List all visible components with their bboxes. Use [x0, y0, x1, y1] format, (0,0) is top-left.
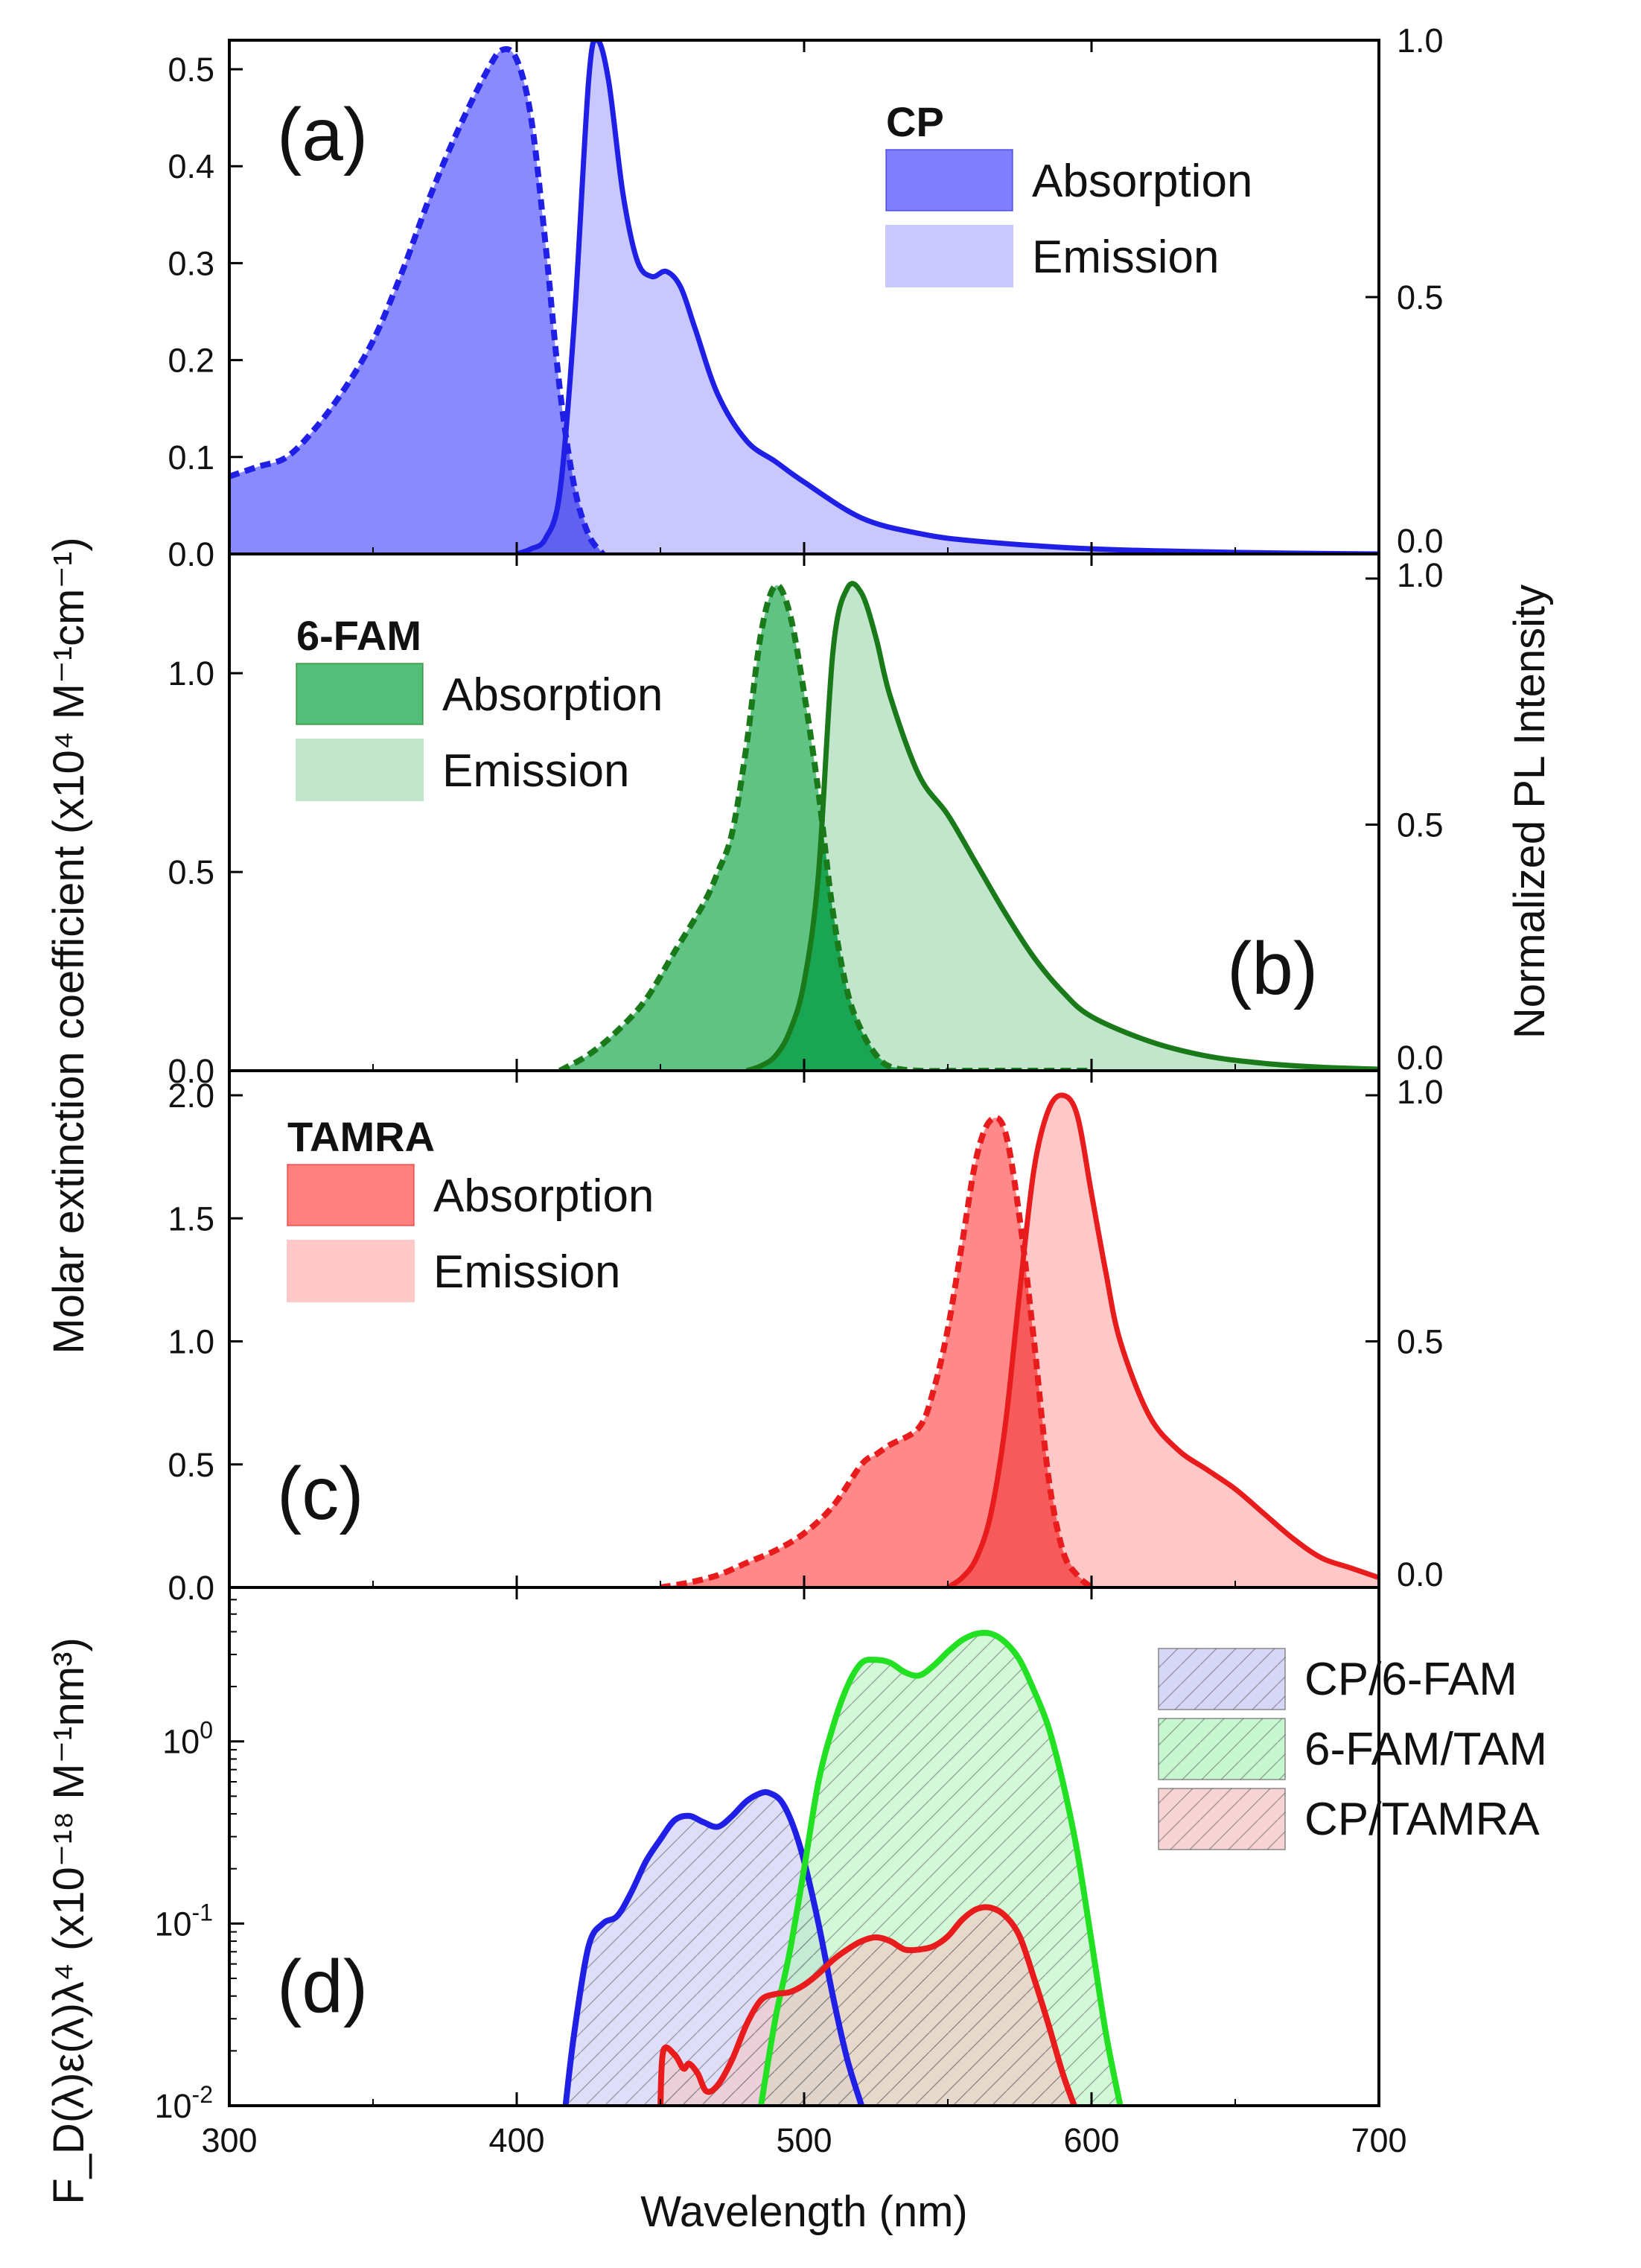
x-tick-label: 300	[201, 2121, 257, 2159]
legend-swatch-absorption-a	[885, 149, 1013, 211]
log-tick-label: 100	[162, 1717, 213, 1761]
y-axis-title-right: Normalized PL Intensity	[1505, 584, 1554, 1039]
left-tick-label-a: 0.5	[168, 51, 214, 89]
legend-swatch-emission-b	[296, 739, 424, 801]
right-tick-label-a: 0.5	[1397, 278, 1444, 316]
right-tick-label-a: 1.0	[1397, 22, 1444, 60]
x-tick-label: 500	[776, 2121, 832, 2159]
legend-label-emission-a: Emission	[1032, 232, 1220, 283]
overlap-fill-c	[948, 1267, 1092, 1587]
left-tick-label-b: 0.5	[168, 853, 214, 891]
y-axis-title-bottom: F_D(λ)ε(λ)λ⁴ (x10⁻¹⁸ M⁻¹nm³)	[45, 1637, 93, 2205]
emission-line-b	[745, 581, 1379, 1071]
absorption-fill-a	[229, 48, 603, 554]
axes-layer	[228, 39, 1380, 2107]
area-line-cp-tamra	[657, 1904, 1077, 2106]
log-tick-base: 10	[154, 2087, 191, 2125]
left-tick-label-c: 0.5	[168, 1446, 214, 1484]
legend-title-c: TAMRA	[287, 1113, 435, 1160]
text-layer: 0.00.10.20.30.40.50.00.51.00.00.51.00.00…	[45, 22, 1554, 2236]
area-hatch-cp-tamra	[660, 1907, 1074, 2106]
legend-hatch-6-fam-tam	[1159, 1718, 1285, 1780]
emission-fill-a	[517, 40, 1379, 554]
overlap-fill-b	[746, 829, 1092, 1071]
panel-label-d: (d)	[277, 1945, 368, 2028]
left-tick-label-c: 1.5	[168, 1200, 214, 1237]
legend-hatch-cp-tamra	[1159, 1788, 1285, 1850]
left-tick-label-b: 1.0	[168, 654, 214, 692]
log-tick-label: 10-2	[154, 2081, 213, 2125]
legend-label-absorption-a: Absorption	[1032, 156, 1252, 207]
panel-label-c: (c)	[277, 1452, 364, 1535]
log-tick-base: 10	[154, 1905, 191, 1943]
legend-swatch-emission-a	[885, 225, 1013, 287]
left-tick-label-c: 2.0	[168, 1077, 214, 1115]
panel-label-b: (b)	[1227, 927, 1318, 1010]
legend-label-absorption-c: Absorption	[433, 1170, 654, 1222]
left-tick-label-c: 1.0	[168, 1323, 214, 1361]
absorption-line-c	[660, 1115, 1094, 1587]
legend-label-6-fam-tam: 6-FAM/TAM	[1304, 1724, 1547, 1775]
left-tick-label-c: 0.0	[168, 1569, 214, 1607]
log-tick-exp: -1	[192, 1899, 213, 1925]
absorption-fill-c	[660, 1118, 1092, 1587]
absorption-fill-b	[559, 585, 1092, 1071]
right-tick-label-c: 0.5	[1397, 1323, 1444, 1361]
area-line-cp-6-fam	[562, 1788, 865, 2106]
x-tick-label: 700	[1351, 2121, 1406, 2159]
fills-layer	[229, 40, 1379, 2106]
lines-layer	[229, 40, 1379, 2106]
log-tick-exp: 0	[200, 1717, 213, 1744]
right-tick-label-c: 1.0	[1397, 1073, 1444, 1111]
log-tick-label: 10-1	[154, 1899, 213, 1943]
left-tick-label-a: 0.1	[168, 439, 214, 477]
legend-swatch-absorption-c	[287, 1164, 415, 1226]
absorption-line-a	[229, 45, 606, 554]
legend-label-cp-6-fam: CP/6-FAM	[1304, 1654, 1517, 1705]
legend-label-emission-b: Emission	[442, 745, 630, 797]
legend-label-cp-tamra: CP/TAMRA	[1304, 1794, 1540, 1845]
legend-title-b: 6-FAM	[296, 612, 421, 659]
panel-frame-d	[228, 1586, 1380, 2107]
right-tick-label-a: 0.0	[1397, 522, 1444, 560]
x-tick-label: 600	[1063, 2121, 1119, 2159]
left-tick-label-b: 0.0	[168, 1052, 214, 1090]
x-tick-label: 400	[488, 2121, 544, 2159]
panel-label-a: (a)	[277, 93, 368, 176]
left-tick-label-a: 0.0	[168, 535, 214, 573]
right-tick-label-b: 1.0	[1397, 556, 1444, 594]
legend-label-emission-c: Emission	[433, 1246, 621, 1298]
right-tick-label-b: 0.5	[1397, 806, 1444, 844]
emission-line-c	[946, 1092, 1379, 1587]
emission-line-a	[515, 40, 1379, 554]
x-axis-title: Wavelength (nm)	[640, 2188, 967, 2236]
right-tick-label-b: 0.0	[1397, 1039, 1444, 1077]
y-axis-title-left: Molar extinction coefficient (x10⁴ M⁻¹cm…	[45, 537, 93, 1354]
emission-fill-c	[948, 1095, 1379, 1587]
legend-swatch-absorption-b	[296, 663, 424, 725]
overlap-fill-a	[517, 427, 603, 554]
legend-title-a: CP	[886, 98, 944, 145]
left-tick-label-a: 0.4	[168, 147, 214, 185]
log-tick-exp: -2	[192, 2081, 213, 2108]
legend-hatch-cp-6-fam	[1159, 1649, 1285, 1710]
absorption-line-b	[558, 582, 1092, 1071]
log-tick-base: 10	[162, 1723, 200, 1761]
emission-fill-b	[746, 583, 1379, 1071]
left-tick-label-a: 0.2	[168, 342, 214, 380]
right-tick-label-c: 0.0	[1397, 1555, 1444, 1593]
legend-label-absorption-b: Absorption	[442, 669, 663, 721]
area-line-6-fam-tam	[758, 1629, 1124, 2106]
left-tick-label-a: 0.3	[168, 244, 214, 282]
legend-swatch-emission-c	[287, 1240, 415, 1302]
